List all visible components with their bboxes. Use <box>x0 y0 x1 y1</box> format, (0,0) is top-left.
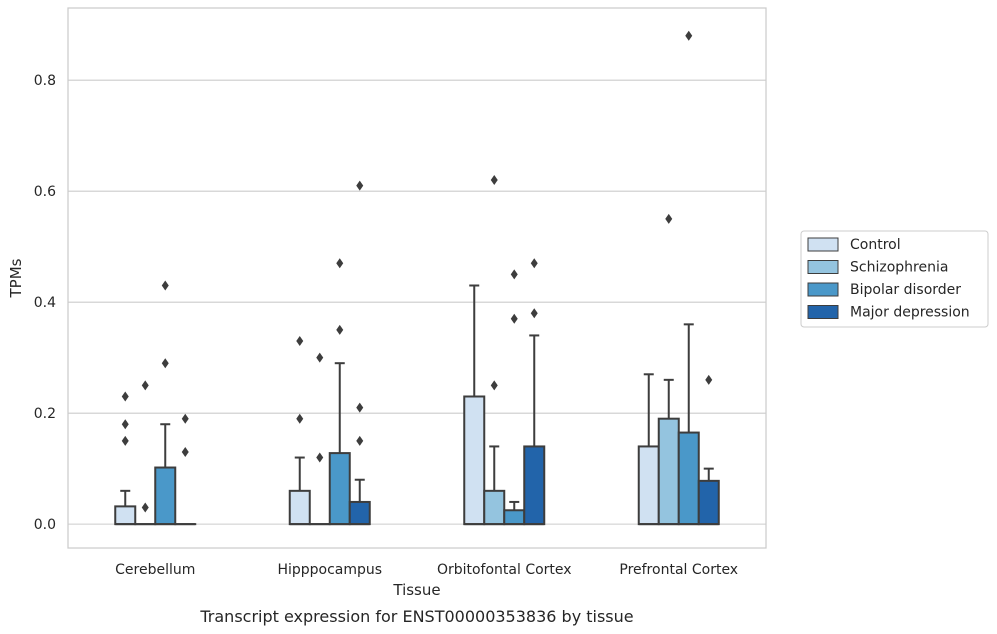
legend-swatch <box>807 237 839 252</box>
box-schizophrenia <box>134 380 157 526</box>
outlier-point <box>705 374 713 385</box>
outlier-point <box>336 324 344 335</box>
legend-label: Control <box>850 237 901 253</box>
legend: Control Schizophrenia Bipolar disorder Majo… <box>800 230 989 328</box>
box-body <box>503 509 526 526</box>
box-body <box>463 395 486 526</box>
outlier-point <box>121 435 129 446</box>
outlier-point <box>510 313 518 324</box>
box-bipolar-disorder <box>677 30 700 526</box>
outlier-point <box>141 502 149 513</box>
y-tick-label: 0.2 <box>34 406 56 422</box>
outlier-point <box>181 413 189 424</box>
box-major-depression <box>174 413 197 526</box>
box-body <box>154 466 177 526</box>
y-tick-label: 0.8 <box>34 73 56 89</box>
outlier-point <box>161 280 169 291</box>
outlier-point <box>296 413 304 424</box>
box-bipolar-disorder <box>503 269 526 526</box>
box-schizophrenia <box>483 175 506 526</box>
x-axis-ticks: Cerebellum Hipppocampus Orbitofontal Corte… <box>115 562 738 578</box>
outlier-point <box>316 452 324 463</box>
box-control <box>114 391 137 526</box>
outlier-point <box>530 258 538 269</box>
outlier-point <box>665 213 673 224</box>
box-schizophrenia <box>657 213 680 526</box>
x-tick-label: Cerebellum <box>115 562 195 578</box>
outlier-point <box>490 175 498 186</box>
legend-label: Major depression <box>850 305 970 321</box>
y-tick-label: 0.0 <box>34 517 56 533</box>
outlier-point <box>121 419 129 430</box>
x-tick-label: Orbitofontal Cortex <box>437 562 572 578</box>
box-body <box>697 479 720 526</box>
box-body <box>483 489 506 526</box>
x-tick-label: Hipppocampus <box>277 562 382 578</box>
outlier-point <box>181 446 189 457</box>
box-control <box>288 335 311 526</box>
y-axis-ticks: 0.0 0.2 0.4 0.6 0.8 <box>34 73 56 533</box>
legend-frame <box>800 230 989 328</box>
outlier-point <box>530 308 538 319</box>
box-schizophrenia <box>308 352 331 526</box>
outlier-point <box>510 269 518 280</box>
outlier-point <box>296 335 304 346</box>
y-tick-label: 0.4 <box>34 295 56 311</box>
outlier-point <box>161 358 169 369</box>
outlier-point <box>121 391 129 402</box>
plot-frame <box>67 7 767 549</box>
box-bipolar-disorder <box>154 280 177 526</box>
outlier-point <box>316 352 324 363</box>
legend-label: Bipolar disorder <box>850 282 961 298</box>
x-axis-label: Tissue <box>392 581 440 599</box>
outlier-point <box>490 380 498 391</box>
legend-swatch <box>807 260 839 274</box>
box-body <box>114 505 137 526</box>
outlier-point <box>141 380 149 391</box>
box-body <box>677 431 700 526</box>
outlier-point <box>356 435 364 446</box>
legend-label: Schizophrenia <box>850 260 948 276</box>
legend-swatch <box>807 282 839 297</box>
y-axis-label: TPMs <box>7 258 25 298</box>
outlier-point <box>685 30 693 41</box>
box-bipolar-disorder <box>328 258 351 526</box>
box-major-depression <box>523 258 546 526</box>
outlier-point <box>356 180 364 191</box>
outlier-point <box>356 402 364 413</box>
box-control <box>463 284 486 526</box>
chart-caption: Transcript expression for ENST0000035383… <box>199 607 633 626</box>
box-body <box>657 417 680 526</box>
box-major-depression <box>348 180 371 526</box>
y-tick-label: 0.6 <box>34 184 56 200</box>
x-tick-label: Prefrontal Cortex <box>619 562 738 578</box>
box-plot-area <box>114 30 720 526</box>
box-major-depression <box>697 374 720 526</box>
box-body <box>288 489 311 526</box>
box-body <box>348 500 371 526</box>
outlier-point <box>336 258 344 269</box>
box-body <box>637 445 660 526</box>
box-body <box>328 452 351 526</box>
box-body <box>523 445 546 526</box>
legend-swatch <box>807 305 839 319</box>
box-control <box>637 373 660 526</box>
